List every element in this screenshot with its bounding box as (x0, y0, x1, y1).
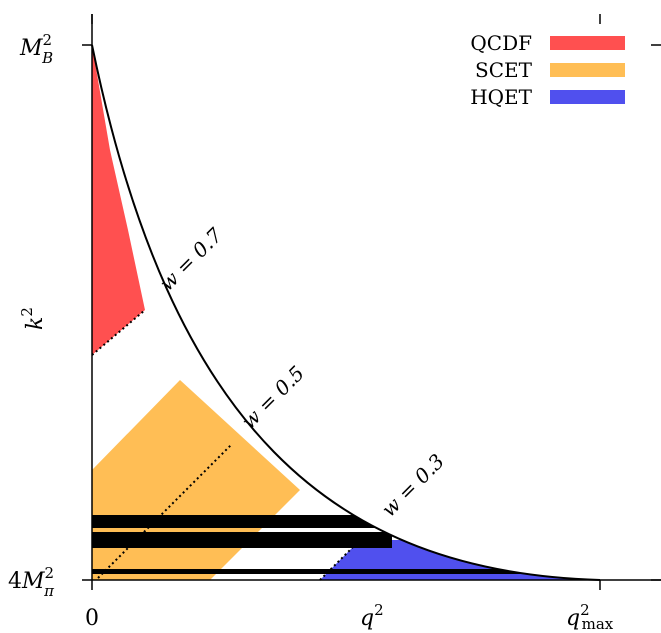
legend: QCDF SCET HQET (470, 31, 625, 109)
legend-swatch-qcdf (550, 36, 625, 50)
y-axis-label: k2 (18, 307, 48, 330)
w-label-0.5: w = 0.5 (237, 361, 309, 433)
legend-swatch-scet (550, 63, 625, 77)
x-axis-label: q2 (360, 601, 384, 631)
legend-label-hqet: HQET (470, 85, 532, 109)
x-tick-qmax2: q2 max (566, 601, 614, 633)
phase-space-boundary (91, 44, 601, 581)
y-tick-mb2: M2 B (19, 31, 53, 67)
black-bands (92, 515, 600, 574)
y-tick-4mpi2: 4M2 π (8, 564, 55, 600)
w-line-0.7 (91, 309, 146, 356)
legend-label-scet: SCET (475, 58, 533, 82)
scet-region (92, 380, 300, 580)
plot-frame (82, 14, 661, 590)
w-label-0.3: w = 0.3 (377, 449, 449, 521)
w-line-0.5 (97, 443, 233, 579)
legend-swatch-hqet (550, 90, 625, 104)
legend-label-qcdf: QCDF (470, 31, 532, 55)
w-label-0.7: w = 0.7 (155, 223, 228, 296)
x-tick-zero: 0 (85, 606, 99, 631)
qcdf-region (92, 45, 145, 355)
